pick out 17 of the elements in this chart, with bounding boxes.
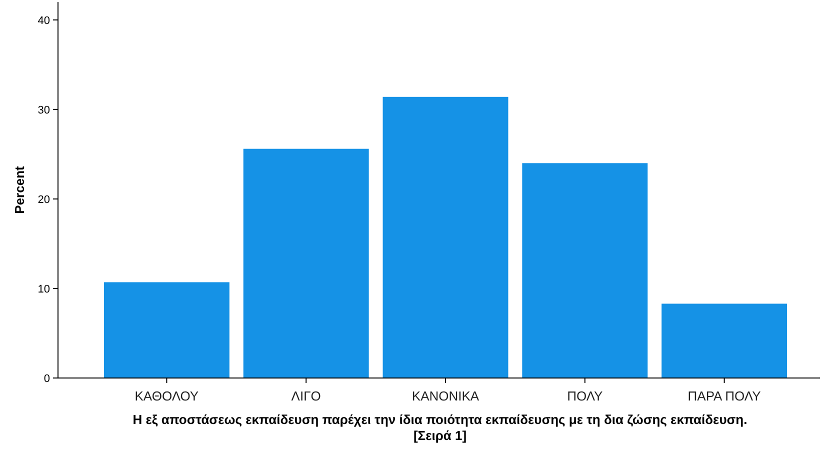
y-tick-label: 10 <box>38 283 50 296</box>
bar <box>662 304 788 378</box>
x-tick-label: ΠΑΡΑ ΠΟΛΥ <box>688 388 762 404</box>
y-tick-label: 20 <box>38 194 50 206</box>
bar <box>243 148 369 378</box>
x-tick-label: ΠΟΛΥ <box>567 388 604 404</box>
x-tick-label: ΛΙΓΟ <box>291 388 321 404</box>
bar <box>382 96 508 378</box>
bar <box>104 282 230 378</box>
y-axis-title: Percent <box>12 165 27 214</box>
y-tick-label: 30 <box>38 104 50 116</box>
y-tick-label: 0 <box>44 372 50 385</box>
bar <box>522 163 648 378</box>
x-axis-title: Η εξ αποστάσεως εκπαίδευση παρέχει την ίδια ποιότητα εκπαίδευσης με τη δια ζώσης εκπαίδευση. [Σειρά 1] <box>132 412 748 443</box>
x-tick-label: ΚΑΘΟΛΟΥ <box>134 388 199 404</box>
x-tick-label: ΚΑΝΟΝΙΚΑ <box>412 388 480 404</box>
y-tick-label: 40 <box>38 14 50 27</box>
